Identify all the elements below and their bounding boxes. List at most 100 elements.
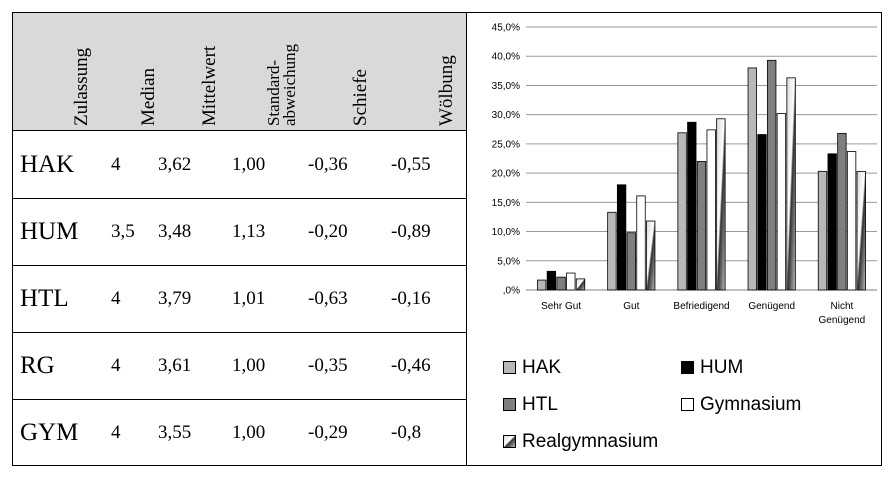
bar-hum-2: [687, 121, 697, 291]
legend-label-htl: HTL: [522, 394, 558, 415]
x-category-label: Gut: [623, 301, 639, 312]
header-woelbung: Wölbung: [417, 13, 457, 130]
y-tick-label: 25,0%: [492, 139, 520, 150]
row-name: HUM: [20, 218, 79, 245]
row-mittelwert: 3,62: [158, 154, 192, 175]
bar-htl-3: [767, 59, 777, 291]
bar-realgymnasium-1: [646, 220, 656, 291]
row-woelbung: -0,8: [391, 422, 422, 443]
row-median: 4: [111, 154, 121, 175]
bar-hum-4: [827, 153, 837, 291]
legend-item-hak: HAK: [503, 356, 561, 380]
header-schiefe: Schiefe: [331, 13, 371, 130]
header-zulassung-label: Zulassung: [71, 47, 92, 126]
row-woelbung: -0,46: [391, 355, 431, 376]
bar-htl-0: [556, 276, 566, 291]
row-schiefe: -0,35: [308, 355, 348, 376]
bar-gymnasium-4: [846, 151, 857, 291]
header-zulassung: Zulassung: [52, 13, 92, 130]
legend-swatch-realgymnasium: [503, 435, 516, 448]
legend-item-realgymnasium: Realgymnasium: [503, 430, 658, 454]
row-woelbung: -0,55: [391, 154, 431, 175]
header-mittelwert-label: Mittelwert: [199, 45, 220, 126]
bar-hum-1: [616, 184, 627, 291]
x-category-label: Befriedigend: [673, 301, 729, 312]
bar-gymnasium-0: [566, 272, 576, 291]
table-row: GYM 4 3,55 1,00 -0,29 -0,8: [13, 399, 466, 466]
table-row: HTL 4 3,79 1,01 -0,63 -0,16: [13, 265, 466, 333]
y-axis-ticks: ,0% 5,0% 10,0% 15,0% 20,0% 25,0% 30,0% 35,0% 40,…: [492, 23, 520, 297]
y-tick-label: ,0%: [503, 286, 520, 297]
legend-swatch-hum: [681, 361, 694, 374]
table-row: HUM 3,5 3,48 1,13 -0,20 -0,89: [13, 198, 466, 266]
header-woelbung-label: Wölbung: [436, 55, 457, 126]
header-schiefe-label: Schiefe: [350, 69, 371, 126]
y-tick-label: 20,0%: [492, 169, 520, 180]
bar-hak-0: [537, 279, 547, 291]
bar-hak-2: [677, 132, 687, 291]
bar-realgymnasium-0: [575, 278, 586, 291]
header-standardabweichung: Standard- abweichung: [246, 13, 299, 130]
row-mittelwert: 3,48: [158, 221, 192, 242]
bar-htl-2: [696, 161, 707, 291]
header-median-label: Median: [138, 67, 159, 126]
legend-label-hum: HUM: [700, 357, 744, 378]
bar-gymnasium-1: [636, 195, 646, 291]
legend-item-gymnasium: Gymnasium: [681, 393, 801, 417]
row-name: RG: [20, 352, 55, 379]
legend-label-hak: HAK: [522, 357, 562, 378]
legend-item-hum: HUM: [681, 356, 743, 380]
bar-hum-3: [757, 134, 767, 291]
legend-label-realgymnasium: Realgymnasium: [522, 431, 659, 452]
row-woelbung: -0,89: [391, 221, 431, 242]
row-schiefe: -0,20: [308, 221, 348, 242]
row-std: 1,00: [232, 154, 266, 175]
y-tick-label: 45,0%: [492, 23, 520, 34]
row-woelbung: -0,16: [391, 288, 431, 309]
bar-gymnasium-2: [706, 129, 716, 291]
row-median: 4: [111, 355, 121, 376]
x-category-label: Genügend: [748, 301, 795, 312]
y-tick-label: 40,0%: [492, 52, 520, 63]
y-tick-label: 5,0%: [497, 256, 520, 267]
header-standardabweichung-label: Standard- abweichung: [264, 43, 299, 126]
y-tick-label: 15,0%: [492, 198, 520, 209]
grade-distribution-chart: ,0% 5,0% 10,0% 15,0% 20,0% 25,0% 30,0% 35,0% 40,…: [466, 12, 882, 466]
x-axis-categories: Sehr Gut Gut Befriedigend Genügend Nicht Genü…: [541, 301, 865, 326]
bar-htl-1: [626, 232, 636, 291]
row-std: 1,01: [232, 288, 266, 309]
row-std: 1,13: [232, 221, 266, 242]
bar-realgymnasium-2: [716, 118, 726, 291]
statistics-table: Zulassung Median Mittelwert Standard- ab…: [12, 12, 467, 466]
row-schiefe: -0,36: [308, 154, 348, 175]
table-row: HAK 4 3,62 1,00 -0,36 -0,55: [13, 131, 466, 199]
table-row: RG 4 3,61 1,00 -0,35 -0,46: [13, 332, 466, 400]
y-tick-label: 35,0%: [492, 81, 520, 92]
row-std: 1,00: [232, 355, 266, 376]
bar-hak-3: [747, 67, 757, 291]
header-mittelwert: Mittelwert: [180, 13, 220, 130]
row-name: HAK: [20, 151, 75, 178]
y-tick-label: 10,0%: [492, 227, 520, 238]
bar-htl-4: [837, 132, 847, 291]
header-median: Median: [119, 13, 159, 130]
table-body: HAK 4 3,62 1,00 -0,36 -0,55 HUM 3,5 3,48…: [13, 131, 466, 466]
bar-hak-4: [817, 170, 828, 291]
legend-label-gymnasium: Gymnasium: [700, 394, 802, 415]
legend-item-htl: HTL: [503, 393, 558, 417]
y-tick-label: 30,0%: [492, 110, 520, 121]
legend-swatch-gymnasium: [681, 398, 694, 411]
bar-realgymnasium-3: [786, 77, 796, 291]
x-category-label: Sehr Gut: [541, 301, 581, 312]
row-schiefe: -0,29: [308, 422, 348, 443]
row-name: HTL: [20, 285, 69, 312]
bar-gymnasium-3: [776, 113, 787, 291]
legend-swatch-hak: [503, 361, 516, 374]
legend-swatch-htl: [503, 398, 516, 411]
row-schiefe: -0,63: [308, 288, 348, 309]
x-category-label: Nicht Genügend: [819, 301, 866, 326]
bar-realgymnasium-4: [856, 170, 866, 291]
chart-canvas: ,0% 5,0% 10,0% 15,0% 20,0% 25,0% 30,0% 35,0% 40,…: [492, 23, 877, 326]
table-header-row: Zulassung Median Mittelwert Standard- ab…: [13, 13, 466, 131]
row-mittelwert: 3,55: [158, 422, 192, 443]
